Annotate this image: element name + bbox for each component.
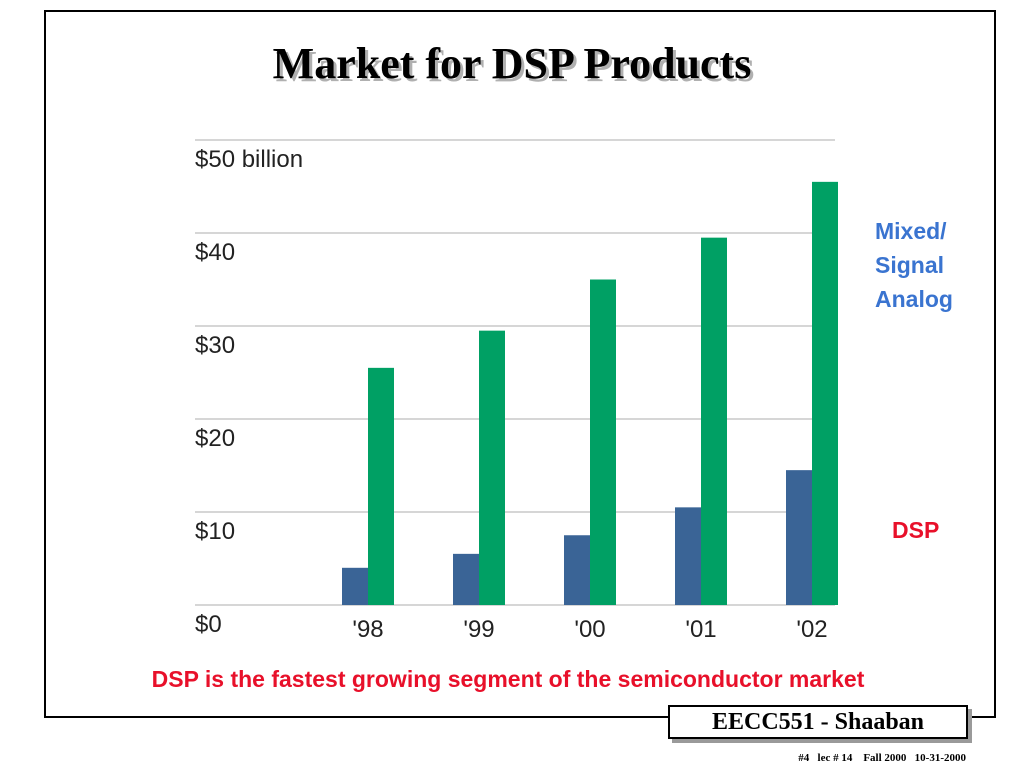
y-tick-label: $0: [195, 611, 222, 638]
mixed-legend-line-3: Analog: [875, 286, 953, 312]
mixed-signal-bar: [368, 367, 394, 605]
x-tick-label: '98: [352, 616, 383, 643]
mixed-signal-bar: [479, 330, 505, 605]
y-tick-label: $10: [195, 518, 235, 545]
x-tick-label: '01: [685, 616, 716, 643]
footer-course-box: EECC551 - Shaaban: [668, 705, 968, 739]
mixed-legend-line-1: Mixed/: [875, 218, 947, 244]
dsp-bar: [675, 507, 701, 605]
mixed-signal-bar: [701, 237, 727, 605]
dsp-bar: [564, 535, 590, 605]
slide-title: Market for DSP Products: [272, 39, 752, 88]
slide-caption: DSP is the fastest growing segment of th…: [151, 666, 865, 692]
y-tick-label: $30: [195, 332, 235, 359]
x-tick-label: '00: [574, 616, 605, 643]
dsp-bar: [786, 470, 812, 605]
dsp-bar: [453, 553, 479, 605]
dsp-bar: [342, 567, 368, 605]
y-tick-label: $50 billion: [195, 146, 303, 173]
mixed-signal-legend: Mixed/ Signal Analog: [875, 214, 995, 316]
dsp-legend: DSP: [892, 517, 940, 543]
mixed-signal-bar: [812, 181, 838, 605]
footer-meta: #4 lec # 14 Fall 2000 10-31-2000: [798, 752, 966, 764]
x-tick-label: '02: [796, 616, 827, 643]
y-tick-label: $40: [195, 239, 235, 266]
mixed-signal-bar: [590, 279, 616, 605]
x-tick-label: '99: [463, 616, 494, 643]
mixed-legend-line-2: Signal: [875, 252, 945, 278]
y-tick-label: $20: [195, 425, 235, 452]
